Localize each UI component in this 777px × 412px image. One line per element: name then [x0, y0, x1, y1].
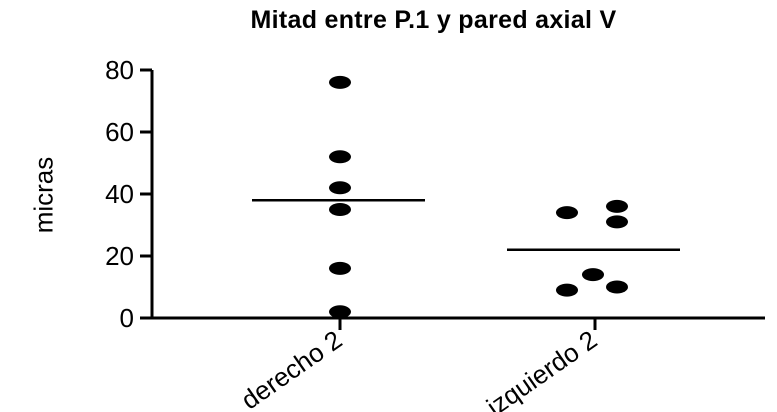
data-point [329, 75, 351, 89]
chart-title: Mitad entre P.1 y pared axial V [250, 6, 617, 34]
data-point [606, 215, 628, 229]
x-tick-label: derecho 2 [235, 324, 347, 412]
y-tick-label: 40 [105, 179, 134, 209]
data-point [556, 283, 578, 297]
data-point [329, 261, 351, 275]
data-point [582, 268, 604, 282]
y-tick-label: 20 [105, 241, 134, 271]
y-tick-label: 0 [120, 303, 134, 333]
data-point [606, 199, 628, 213]
data-point [329, 203, 351, 216]
data-point [329, 305, 351, 319]
data-marks [252, 75, 680, 319]
data-point [556, 206, 578, 220]
y-tick-label: 80 [105, 55, 134, 85]
data-point [606, 280, 628, 294]
axes: 0 20 40 60 80 derecho 2 izquierdo 2 [105, 55, 765, 412]
y-tick-label: 60 [105, 117, 134, 147]
data-point [329, 150, 351, 164]
data-point [329, 181, 351, 195]
x-tick-label: izquierdo 2 [481, 324, 602, 412]
